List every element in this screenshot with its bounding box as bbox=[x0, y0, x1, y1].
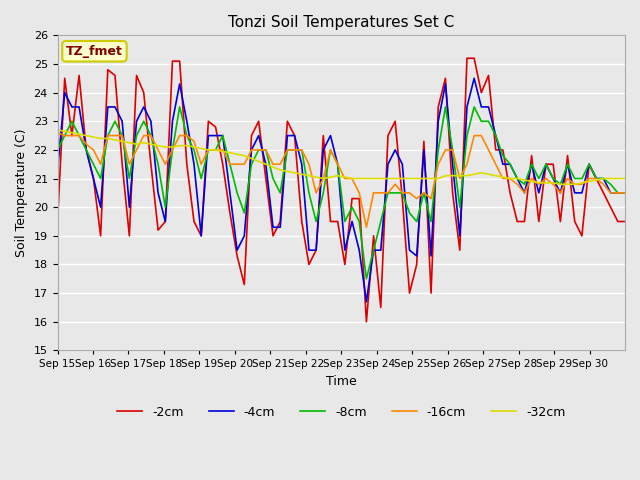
-16cm bbox=[564, 176, 572, 181]
Line: -32cm: -32cm bbox=[58, 130, 625, 184]
-2cm bbox=[305, 262, 313, 267]
-4cm bbox=[449, 161, 456, 167]
Line: -16cm: -16cm bbox=[58, 132, 625, 227]
-8cm bbox=[176, 104, 184, 110]
-8cm bbox=[456, 204, 463, 210]
-8cm bbox=[621, 190, 629, 196]
-16cm bbox=[54, 130, 61, 135]
-2cm bbox=[363, 319, 371, 324]
X-axis label: Time: Time bbox=[326, 375, 356, 388]
-4cm bbox=[428, 253, 435, 259]
-4cm bbox=[406, 247, 413, 253]
-32cm bbox=[442, 173, 449, 179]
-4cm bbox=[399, 161, 406, 167]
-4cm bbox=[571, 190, 579, 196]
-4cm bbox=[470, 75, 478, 81]
-8cm bbox=[312, 218, 320, 224]
-32cm bbox=[621, 176, 629, 181]
Text: TZ_fmet: TZ_fmet bbox=[66, 45, 123, 58]
-32cm bbox=[564, 181, 572, 187]
-4cm bbox=[621, 190, 629, 196]
-8cm bbox=[54, 147, 61, 153]
-8cm bbox=[406, 210, 413, 216]
-2cm bbox=[571, 218, 579, 224]
-16cm bbox=[363, 224, 371, 230]
-2cm bbox=[428, 290, 435, 296]
-4cm bbox=[305, 247, 313, 253]
-8cm bbox=[413, 218, 420, 224]
-2cm bbox=[399, 196, 406, 202]
-32cm bbox=[305, 173, 313, 179]
Title: Tonzi Soil Temperatures Set C: Tonzi Soil Temperatures Set C bbox=[228, 15, 454, 30]
-32cm bbox=[399, 176, 406, 181]
-16cm bbox=[399, 190, 406, 196]
-16cm bbox=[621, 190, 629, 196]
-2cm bbox=[54, 218, 61, 224]
-16cm bbox=[305, 161, 313, 167]
-8cm bbox=[435, 147, 442, 153]
-32cm bbox=[391, 176, 399, 181]
-4cm bbox=[363, 299, 371, 305]
-32cm bbox=[557, 181, 564, 187]
Line: -8cm: -8cm bbox=[58, 107, 625, 279]
-2cm bbox=[449, 190, 456, 196]
Line: -4cm: -4cm bbox=[58, 78, 625, 302]
-16cm bbox=[406, 190, 413, 196]
Line: -2cm: -2cm bbox=[58, 58, 625, 322]
-4cm bbox=[54, 167, 61, 173]
-16cm bbox=[428, 196, 435, 202]
-2cm bbox=[406, 290, 413, 296]
-32cm bbox=[54, 127, 61, 133]
Y-axis label: Soil Temperature (C): Soil Temperature (C) bbox=[15, 129, 28, 257]
-8cm bbox=[571, 176, 579, 181]
-2cm bbox=[463, 55, 471, 61]
Legend: -2cm, -4cm, -8cm, -16cm, -32cm: -2cm, -4cm, -8cm, -16cm, -32cm bbox=[112, 401, 570, 424]
-2cm bbox=[621, 218, 629, 224]
-16cm bbox=[449, 147, 456, 153]
-32cm bbox=[420, 176, 428, 181]
-8cm bbox=[363, 276, 371, 282]
